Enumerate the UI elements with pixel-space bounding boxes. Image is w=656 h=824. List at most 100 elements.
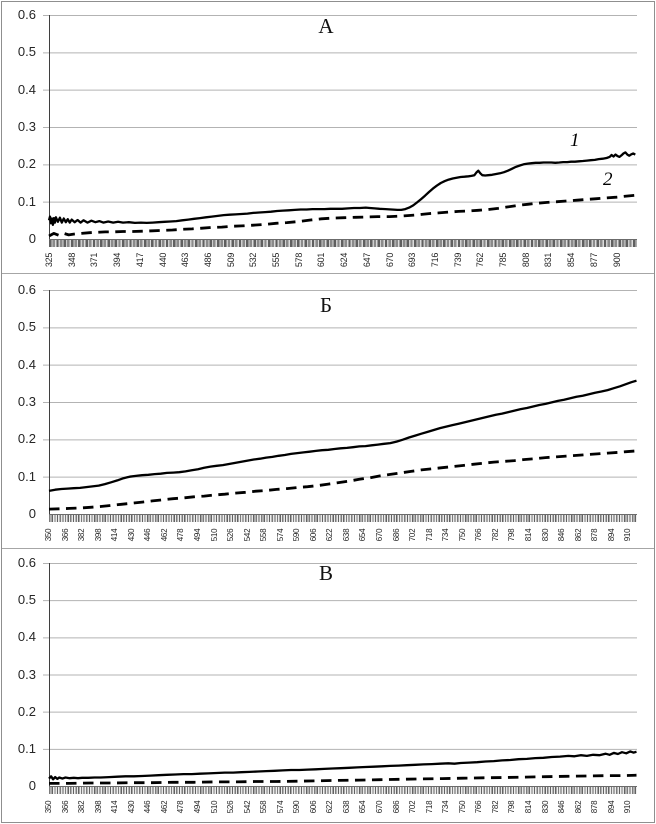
x-tick-label-350: 350 [44,528,53,542]
x-tick-label-526: 526 [226,528,236,542]
chart-v-x-axis-tick-band [49,787,637,794]
x-tick-label-686: 686 [391,800,401,814]
x-tick-label-814: 814 [523,800,533,814]
x-tick-label-686: 686 [391,528,401,542]
y-tick-label-0.4: 0.4 [17,629,36,645]
y-tick-label-0.3: 0.3 [17,666,36,682]
x-tick-label-854: 854 [566,252,577,268]
x-tick-label-462: 462 [159,800,169,814]
x-tick-label-478: 478 [176,528,186,542]
series-2-dashed-curve [48,193,636,238]
y-tick-label-0.6: 0.6 [17,7,36,22]
x-tick-label-398: 398 [93,528,103,542]
x-tick-label-718: 718 [424,800,434,814]
x-tick-label-430: 430 [126,800,136,814]
x-tick-label-910: 910 [623,528,633,542]
y-tick-label-0.1: 0.1 [17,468,36,484]
x-tick-label-750: 750 [457,528,467,542]
series-2-dashed-curve [48,449,637,511]
y-tick-label-0: 0 [28,506,36,521]
x-tick-label-446: 446 [143,528,153,542]
y-tick-label-0.5: 0.5 [17,44,36,60]
x-tick-label-494: 494 [192,800,202,814]
x-tick-label-606: 606 [308,528,318,542]
y-tick-label-0.1: 0.1 [17,740,36,756]
x-tick-label-382: 382 [77,800,87,814]
y-tick-label-0.4: 0.4 [17,356,36,372]
chart-b-x-axis-tick-band [49,515,637,522]
x-tick-label-606: 606 [308,800,318,814]
series-1-solid-curve [47,151,636,226]
chart-divider-a-b [2,273,654,274]
x-tick-label-440: 440 [157,252,168,268]
x-tick-label-716: 716 [429,252,440,268]
x-tick-label-542: 542 [242,528,252,542]
x-tick-label-693: 693 [407,252,418,268]
x-tick-label-654: 654 [358,800,368,814]
y-tick-label-0.5: 0.5 [17,319,36,335]
chart-a-series-1-label: 1 [570,130,580,151]
chart-b: Б 0 0.1 0.2 0.3 0.4 0.5 0.6 350 366 382 398 414 430 4… [0,274,656,549]
x-tick-label-542: 542 [242,800,252,814]
x-tick-label-558: 558 [259,528,269,542]
y-tick-label-0: 0 [28,778,36,793]
chart-v-plot-area [43,563,637,787]
x-tick-label-348: 348 [66,252,77,268]
x-tick-label-750: 750 [457,800,467,814]
x-tick-label-782: 782 [490,528,500,542]
x-tick-label-846: 846 [557,528,567,542]
y-tick-label-0.6: 0.6 [17,555,36,570]
x-tick-label-718: 718 [424,528,434,542]
chart-divider-b-v [2,548,654,549]
x-tick-label-830: 830 [540,800,550,814]
x-tick-label-622: 622 [325,800,335,814]
x-tick-label-414: 414 [110,528,120,542]
x-tick-label-670: 670 [384,252,395,268]
y-tick-label-0.2: 0.2 [17,156,36,172]
x-tick-label-486: 486 [202,252,213,268]
x-tick-label-831: 831 [543,252,554,268]
x-tick-label-877: 877 [588,252,599,268]
y-tick-label-0: 0 [28,231,36,246]
chart-a: А 1 2 0 0.1 0.2 0.3 0.4 0.5 0.6 325 348 371 394 417… [0,0,656,274]
chart-a-plot-area [43,15,637,240]
y-tick-label-0.2: 0.2 [17,431,36,447]
x-tick-label-578: 578 [293,252,304,268]
x-tick-label-590: 590 [292,528,302,542]
x-tick-label-463: 463 [180,252,191,268]
chart-a-x-axis-tick-band [49,240,637,247]
chart-v: В 0 0.1 0.2 0.3 0.4 0.5 0.6 350 366 382 398 414 430 4… [0,549,656,824]
x-tick-label-638: 638 [341,528,351,542]
x-tick-label-734: 734 [441,800,451,814]
x-tick-label-830: 830 [540,528,550,542]
x-tick-label-798: 798 [507,800,517,814]
x-tick-label-894: 894 [606,528,616,542]
y-tick-label-0.3: 0.3 [17,394,36,409]
x-tick-label-739: 739 [452,252,463,268]
x-tick-label-366: 366 [60,528,70,542]
x-tick-label-430: 430 [126,528,136,542]
x-tick-label-366: 366 [60,800,70,814]
chart-a-series-2-label: 2 [603,169,613,190]
x-tick-label-574: 574 [275,800,285,814]
x-tick-label-601: 601 [316,252,327,268]
y-tick-label-0.1: 0.1 [17,193,36,209]
x-tick-label-510: 510 [209,528,219,542]
chart-b-title: Б [319,293,333,317]
x-tick-label-382: 382 [77,528,87,542]
x-tick-label-555: 555 [271,252,281,268]
chart-b-plot-area [43,290,637,515]
x-tick-label-590: 590 [292,800,302,814]
series-1-solid-curve [48,379,637,493]
x-tick-label-398: 398 [93,800,103,814]
x-tick-label-702: 702 [408,528,418,542]
x-tick-label-785: 785 [498,252,508,268]
x-tick-label-446: 446 [143,800,153,814]
x-tick-label-526: 526 [226,800,236,814]
x-tick-label-814: 814 [523,528,533,542]
x-tick-label-766: 766 [474,528,484,542]
chart-a-title: А [318,14,334,38]
x-tick-label-900: 900 [611,252,622,268]
x-tick-label-510: 510 [209,800,219,814]
